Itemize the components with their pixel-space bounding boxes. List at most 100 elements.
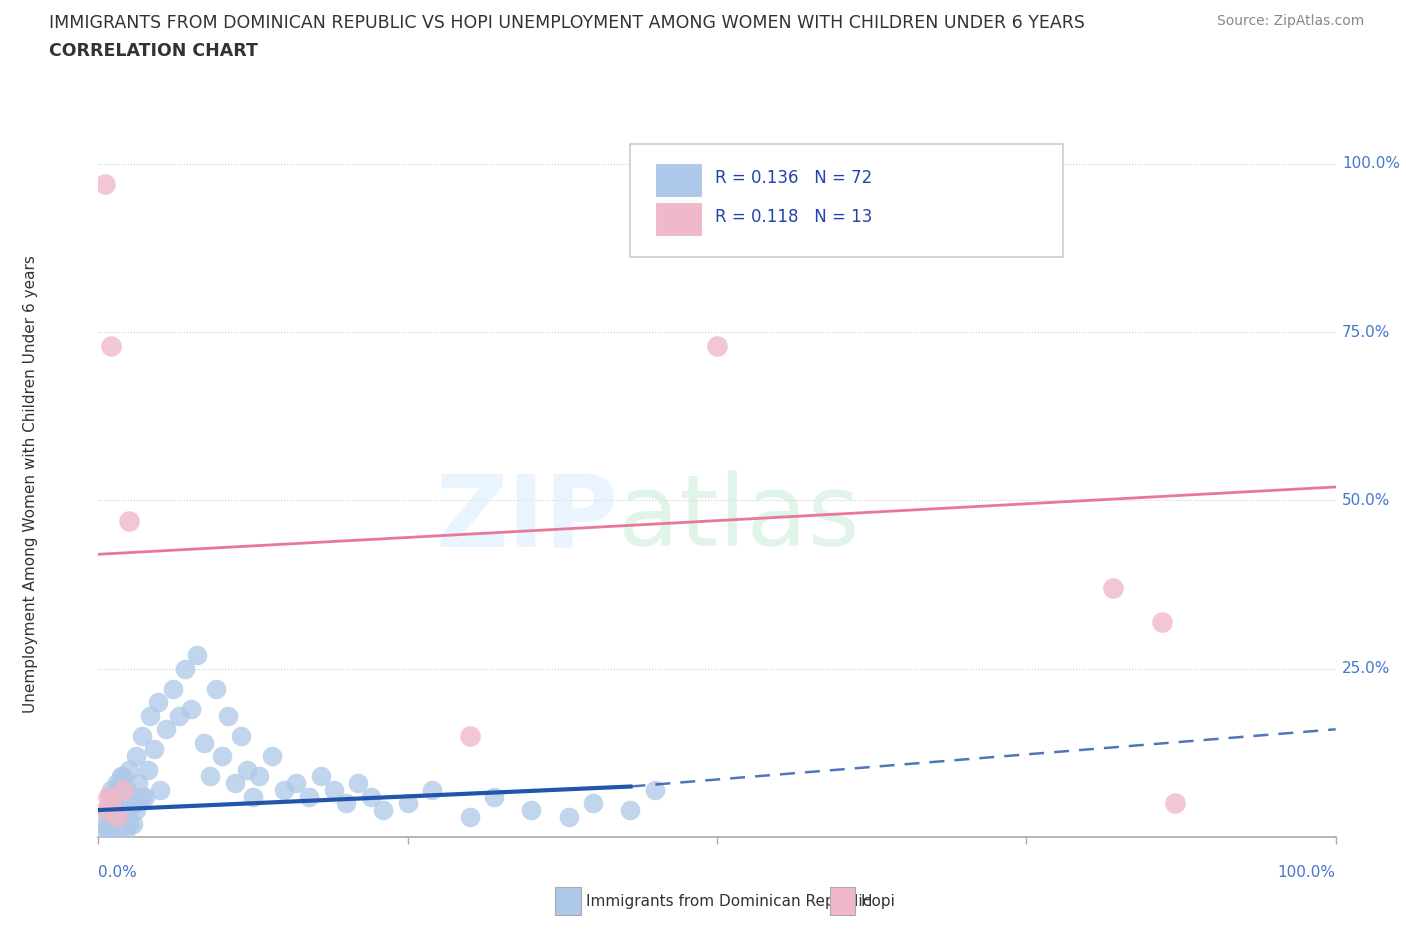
Point — [309, 769, 332, 784]
Point — [371, 803, 394, 817]
Point — [105, 809, 128, 824]
Point — [112, 782, 135, 797]
Point — [93, 177, 115, 192]
Point — [167, 709, 190, 724]
Text: 0.0%: 0.0% — [98, 865, 138, 881]
Point — [582, 796, 605, 811]
Point — [396, 796, 419, 811]
Point — [97, 823, 120, 838]
Point — [114, 823, 136, 838]
Text: 75.0%: 75.0% — [1341, 325, 1391, 339]
Point — [347, 776, 370, 790]
Point — [100, 339, 122, 353]
Point — [335, 796, 357, 811]
Point — [619, 803, 641, 817]
Point — [131, 728, 153, 743]
Point — [100, 782, 122, 797]
Point — [149, 782, 172, 797]
Point — [103, 796, 125, 811]
Point — [118, 803, 141, 817]
Point — [180, 701, 202, 716]
Point — [115, 782, 138, 797]
Point — [105, 776, 128, 790]
Text: Immigrants from Dominican Republic: Immigrants from Dominican Republic — [586, 894, 872, 909]
Text: IMMIGRANTS FROM DOMINICAN REPUBLIC VS HOPI UNEMPLOYMENT AMONG WOMEN WITH CHILDRE: IMMIGRANTS FROM DOMINICAN REPUBLIC VS HO… — [49, 14, 1085, 32]
Point — [205, 682, 228, 697]
Point — [484, 790, 506, 804]
Point — [242, 790, 264, 804]
Point — [112, 769, 135, 784]
Text: R = 0.136   N = 72: R = 0.136 N = 72 — [714, 169, 872, 187]
Point — [706, 339, 728, 353]
Point — [118, 817, 141, 831]
Point — [557, 809, 579, 824]
Point — [260, 749, 283, 764]
Point — [644, 782, 666, 797]
Text: ZIP: ZIP — [436, 471, 619, 567]
Point — [124, 796, 146, 811]
Point — [122, 817, 145, 831]
Point — [211, 749, 233, 764]
Text: atlas: atlas — [619, 471, 859, 567]
Point — [118, 763, 141, 777]
Text: R = 0.118   N = 13: R = 0.118 N = 13 — [714, 208, 872, 226]
Point — [108, 803, 131, 817]
Point — [1152, 614, 1174, 629]
Point — [103, 796, 125, 811]
Text: Unemployment Among Women with Children Under 6 years: Unemployment Among Women with Children U… — [22, 255, 38, 712]
Point — [97, 790, 120, 804]
Point — [458, 809, 481, 824]
Point — [100, 809, 122, 824]
Point — [162, 682, 184, 697]
Point — [124, 749, 146, 764]
Point — [93, 817, 115, 831]
Point — [134, 790, 156, 804]
Point — [229, 728, 252, 743]
Point — [100, 796, 122, 811]
Point — [110, 769, 132, 784]
Point — [127, 776, 149, 790]
Point — [422, 782, 444, 797]
Point — [136, 763, 159, 777]
Point — [458, 728, 481, 743]
Point — [143, 742, 166, 757]
Point — [98, 790, 121, 804]
Point — [131, 790, 153, 804]
Point — [112, 790, 135, 804]
Point — [105, 782, 128, 797]
Text: 25.0%: 25.0% — [1341, 661, 1391, 676]
Point — [94, 803, 117, 817]
Text: Hopi: Hopi — [860, 894, 896, 909]
Point — [103, 817, 125, 831]
Point — [97, 809, 120, 824]
Point — [93, 823, 115, 838]
Bar — [655, 203, 702, 236]
Point — [1102, 580, 1125, 595]
FancyBboxPatch shape — [630, 144, 1063, 258]
Point — [217, 709, 239, 724]
Text: Source: ZipAtlas.com: Source: ZipAtlas.com — [1216, 14, 1364, 28]
Point — [247, 769, 270, 784]
Point — [236, 763, 259, 777]
Point — [322, 782, 344, 797]
Point — [360, 790, 382, 804]
Point — [112, 809, 135, 824]
Text: 100.0%: 100.0% — [1341, 156, 1400, 171]
Point — [298, 790, 321, 804]
Point — [139, 709, 162, 724]
Point — [118, 513, 141, 528]
Point — [186, 648, 208, 663]
Point — [174, 661, 197, 676]
Point — [1164, 796, 1187, 811]
Point — [124, 803, 146, 817]
Point — [520, 803, 543, 817]
Point — [105, 823, 128, 838]
Point — [193, 736, 215, 751]
Text: 50.0%: 50.0% — [1341, 493, 1391, 508]
Point — [198, 769, 221, 784]
Point — [285, 776, 308, 790]
Point — [146, 695, 169, 710]
Point — [96, 803, 118, 817]
Bar — [655, 164, 702, 197]
Point — [155, 722, 177, 737]
